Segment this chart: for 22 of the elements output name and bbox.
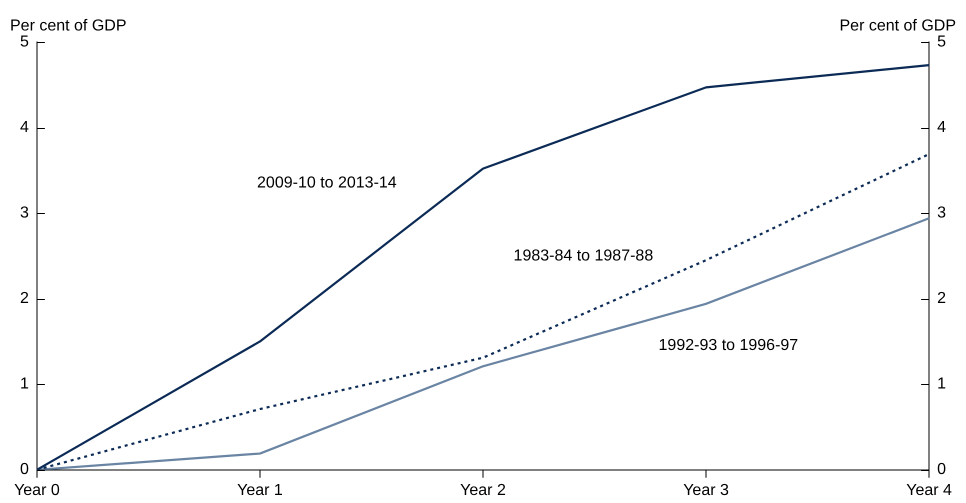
- y-tick-label: 5: [20, 33, 29, 50]
- y2-tick-label: 2: [937, 290, 946, 308]
- series-label: 1983-84 to 1987-88: [514, 247, 654, 264]
- y2-tick-label: 0: [937, 461, 946, 478]
- y-axis-title: Per cent of GDP: [10, 17, 126, 34]
- x-tick-label: Year 0: [14, 482, 60, 499]
- y2-tick-label: 5: [937, 33, 946, 50]
- x-tick-label: Year 3: [683, 482, 729, 499]
- series-label: 1992-93 to 1996-97: [658, 337, 798, 354]
- y-tick-label: 2: [20, 290, 29, 308]
- x-tick-label: Year 2: [460, 482, 506, 499]
- y-tick-label: 1: [20, 376, 29, 393]
- y-tick-label: 3: [20, 204, 29, 222]
- x-tick-label: Year 1: [237, 482, 283, 499]
- x-tick-label: Year 4: [906, 482, 952, 499]
- y-tick-label: 0: [20, 461, 29, 478]
- y2-tick-label: 3: [937, 204, 946, 222]
- y2-axis-title: Per cent of GDP: [840, 17, 956, 34]
- y-tick-label: 4: [20, 118, 29, 136]
- y2-tick-label: 1: [937, 376, 946, 393]
- y2-tick-label: 4: [937, 118, 946, 136]
- text: 2009-10 to 2013-14: [257, 174, 397, 192]
